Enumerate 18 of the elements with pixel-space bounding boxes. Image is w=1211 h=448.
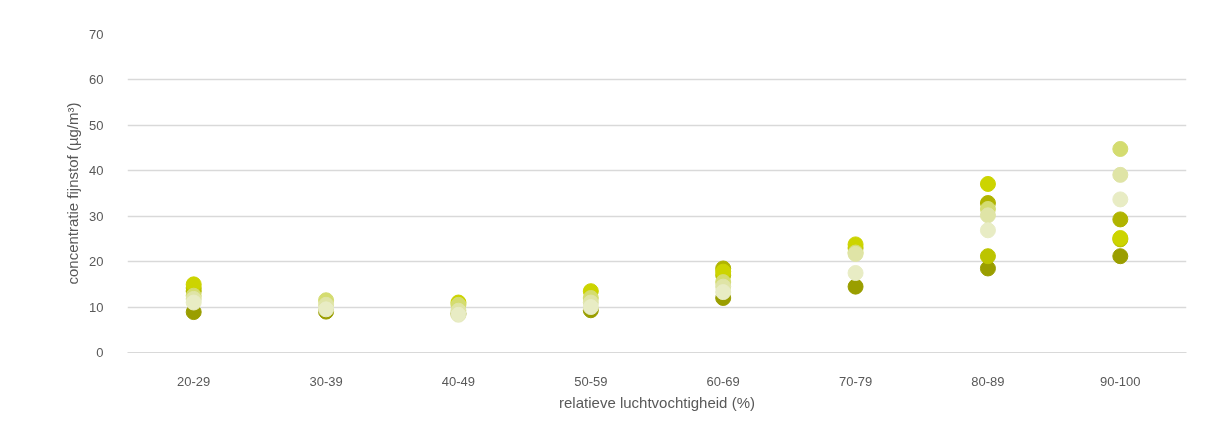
y-tick-label: 60 [89,72,104,88]
y-tick-label: 50 [89,117,104,133]
x-tick-label: 50-59 [574,373,608,389]
x-tick-label: 30-39 [309,373,343,389]
y-tick-label: 20 [89,254,104,270]
y-axis-title: concentratie fijnstof (µg/m³) [64,102,82,285]
x-tick-label: 40-49 [441,373,476,389]
x-tick-label: 80-89 [971,373,1005,389]
y-tick-label: 30 [89,208,104,224]
x-tick-label: 70-79 [838,373,873,389]
x-axis-title: relatieve luchtvochtigheid (%) [559,393,755,411]
x-tick-label: 20-29 [177,373,211,389]
y-tick-label: 40 [89,163,104,179]
x-tick-label: 60-69 [706,373,740,389]
x-tick-label: 90-100 [1100,373,1141,389]
y-tick-label: 0 [96,345,104,360]
y-tick-label: 70 [89,27,104,42]
y-tick-label: 10 [89,299,104,315]
